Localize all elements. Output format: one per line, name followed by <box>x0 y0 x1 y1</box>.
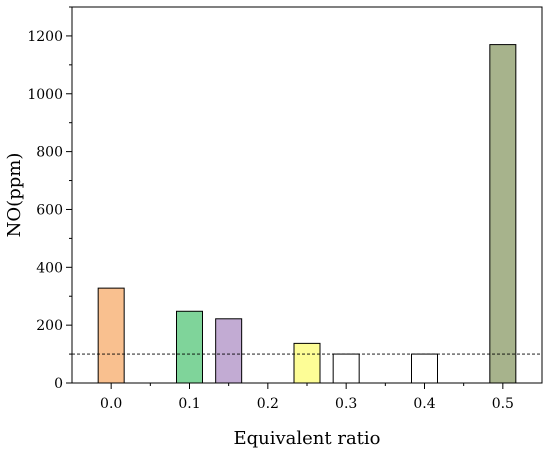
x-tick-label: 0.2 <box>257 396 279 412</box>
x-tick-label: 0.0 <box>100 396 122 412</box>
plot-frame <box>71 6 543 384</box>
bar-2 <box>215 318 243 384</box>
bars-layer <box>97 44 517 384</box>
y-tick-label: 400 <box>36 260 63 276</box>
x-tick-label: 0.1 <box>178 396 200 412</box>
y-tick-label: 0 <box>54 376 63 392</box>
bar-3 <box>293 342 321 384</box>
bar-5 <box>411 353 438 384</box>
y-tick-label: 1000 <box>27 87 63 103</box>
x-tick-label: 0.4 <box>413 396 435 412</box>
bar-6 <box>489 44 517 384</box>
x-tick-label: 0.5 <box>492 396 514 412</box>
y-tick-label: 200 <box>36 318 63 334</box>
bar-4 <box>332 353 360 384</box>
y-tick-label: 1200 <box>27 29 63 45</box>
ticks-layer: 0.0 0.1 0.2 0.3 0.4 0.5 0 200 400 600 800 1000 1200 <box>27 6 514 412</box>
bar-0 <box>97 287 125 384</box>
x-axis-title: Equivalent ratio <box>233 428 380 449</box>
bar-1 <box>176 310 203 384</box>
y-axis-title: NO(ppm) <box>4 153 25 238</box>
y-tick-label: 600 <box>36 202 63 218</box>
y-tick-label: 800 <box>36 145 63 161</box>
x-tick-label: 0.3 <box>335 396 357 412</box>
